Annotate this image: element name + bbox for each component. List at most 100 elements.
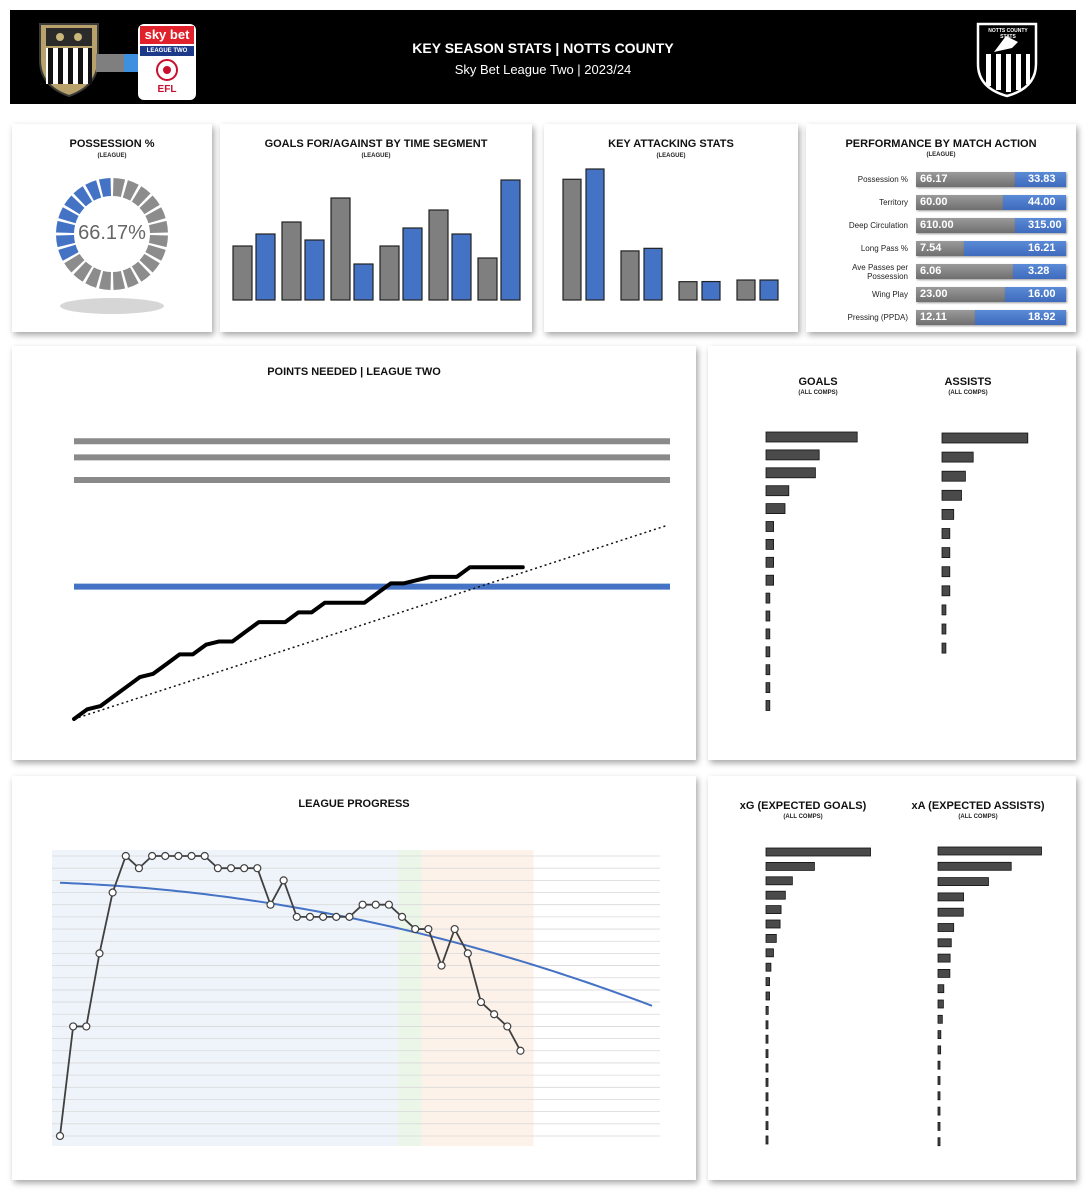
xg-bar <box>765 1106 769 1116</box>
progress-position-marker <box>424 924 433 934</box>
goals-for-bar <box>232 245 253 301</box>
progress-position-marker <box>332 912 341 921</box>
xg-bar <box>765 1005 769 1015</box>
possession-segment <box>112 270 126 290</box>
grey-stripe <box>96 54 124 72</box>
possession-segment <box>64 253 85 273</box>
assists-bar <box>941 470 966 482</box>
progress-position-marker <box>213 864 222 873</box>
assists-bar <box>941 547 951 559</box>
performance-left-bar <box>916 172 1016 187</box>
manager-zone-williams <box>52 850 399 1146</box>
league-progress-chart <box>52 850 660 1146</box>
performance-right-bar <box>1014 218 1066 233</box>
xa-bar <box>937 907 964 917</box>
progress-position-marker <box>266 900 275 909</box>
progress-position-marker <box>200 851 209 861</box>
possession-segment <box>139 253 160 273</box>
performance-row-label: Long Pass % <box>860 244 908 253</box>
progress-position-marker <box>187 851 196 861</box>
xg-bar <box>765 1121 769 1131</box>
performance-right-bar <box>963 241 1066 256</box>
performance-row-label: Territory <box>879 198 908 207</box>
xa-bar <box>937 923 955 932</box>
xg-bar <box>765 905 782 915</box>
goals-bar <box>765 485 790 497</box>
possession-title: POSSESSION % <box>69 138 155 150</box>
xg-bar <box>765 1135 769 1145</box>
progress-position-marker <box>95 949 104 958</box>
possession-segment <box>64 195 85 215</box>
goals-title: GOALS <box>798 376 838 388</box>
xa-bar <box>937 1121 941 1131</box>
progress-trendline <box>59 881 653 1007</box>
goals-assists-panel: GOALS (ALL COMPS) ASSISTS (ALL COMPS) <box>708 346 1076 760</box>
performance-right-value: 44.00 <box>1028 196 1056 208</box>
goals-bar <box>765 700 771 711</box>
goals-bar <box>765 592 771 604</box>
progress-position-marker <box>319 912 328 921</box>
progress-position-marker <box>476 997 486 1007</box>
performance-row-label: Ave Passes per Possession <box>852 263 908 281</box>
attacking-for-bar <box>562 178 582 301</box>
goals-bar <box>765 431 858 443</box>
league-progress-title: LEAGUE PROGRESS <box>298 798 410 810</box>
efl-ball-icon <box>156 59 178 81</box>
league-two-badge: sky bet LEAGUE TWO EFL <box>138 24 196 100</box>
xg-bar <box>765 962 772 972</box>
possession-segment <box>131 261 151 282</box>
page-title: KEY SEASON STATS | NOTTS COUNTY <box>412 40 674 56</box>
goals-sub: (ALL COMPS) <box>798 390 838 396</box>
goals-bar <box>765 449 820 461</box>
xg-bar <box>765 933 777 943</box>
assists-bar <box>941 623 947 635</box>
possession-segment <box>58 244 79 261</box>
possession-segment <box>145 207 166 224</box>
efl-label: EFL <box>157 84 177 95</box>
right-logo-text: NOTTS COUNTY STATS <box>988 28 1028 40</box>
attacking-against-bar <box>585 168 605 301</box>
performance-row-label: Possession % <box>857 175 908 184</box>
performance-title: PERFORMANCE BY MATCH ACTION <box>845 138 1037 150</box>
goals-for-bar <box>330 197 351 301</box>
possession-segment <box>122 180 139 201</box>
performance-row-label: Wing Play <box>871 290 908 299</box>
performance-left-value: 23.00 <box>920 288 948 300</box>
attacking-title: KEY ATTACKING STATS <box>608 138 734 150</box>
performance-right-value: 315.00 <box>1028 219 1062 231</box>
goals-against-bar <box>304 239 325 301</box>
goals-bar <box>765 556 774 568</box>
xg-xa-bar-chart <box>765 846 1042 1147</box>
progress-position-marker <box>437 961 446 970</box>
progress-position-marker <box>463 949 472 958</box>
progress-position-marker <box>450 924 459 934</box>
progress-position-marker <box>69 1022 78 1031</box>
points-line-chart <box>72 438 670 721</box>
attacking-against-bar <box>759 279 779 301</box>
assists-bar <box>941 528 951 539</box>
xg-bar <box>765 1077 769 1087</box>
performance-left-bar <box>916 218 1015 233</box>
assists-bar <box>941 489 962 501</box>
attacking-sub: (LEAGUE) <box>656 153 686 159</box>
performance-right-value: 33.83 <box>1028 173 1056 185</box>
progress-position-marker <box>384 900 393 909</box>
progress-position-marker <box>503 1022 512 1031</box>
progress-position-marker <box>55 1131 65 1141</box>
progress-position-marker <box>371 900 380 909</box>
xa-bar <box>937 846 1042 856</box>
xa-bar <box>937 1106 941 1116</box>
xg-bar <box>765 847 871 857</box>
xa-bar <box>937 999 944 1009</box>
performance-left-value: 60.00 <box>920 196 948 208</box>
possession-segment <box>148 234 168 248</box>
xa-bar <box>937 953 951 963</box>
goals-time-title: GOALS FOR/AGAINST BY TIME SEGMENT <box>264 138 488 150</box>
assists-bar <box>941 451 974 463</box>
xa-bar <box>937 1030 942 1040</box>
performance-right-bar <box>1013 264 1066 279</box>
points-title: POINTS NEEDED | LEAGUE TWO <box>267 366 441 378</box>
performance-left-bar <box>916 264 1014 279</box>
possession-segment <box>98 270 112 290</box>
skybet-logo: sky bet <box>140 26 194 44</box>
